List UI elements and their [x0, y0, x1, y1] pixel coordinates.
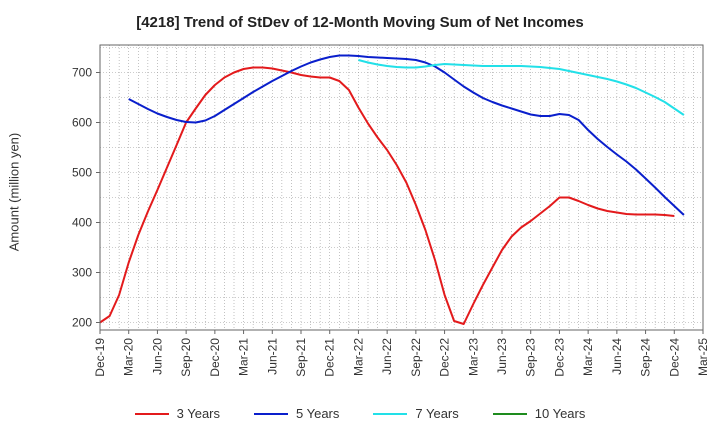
legend-item: 10 Years [492, 406, 586, 421]
legend-swatch [254, 412, 288, 415]
series-line-3-years [99, 66, 675, 325]
x-tick-label: Sep-24 [639, 338, 653, 377]
y-tick-label: 500 [72, 166, 92, 180]
legend-label: 10 Years [534, 406, 586, 421]
legend-label: 7 Years [415, 406, 459, 421]
y-tick-label: 200 [72, 316, 92, 330]
x-tick-label: Mar-24 [581, 338, 595, 376]
x-tick-label: Dec-23 [552, 338, 566, 377]
x-tick-label: Sep-21 [294, 338, 308, 377]
x-tick-label: Sep-22 [409, 338, 423, 377]
x-tick-label: Mar-21 [237, 338, 251, 376]
x-tick-label: Dec-22 [438, 338, 452, 377]
y-tick-label: 700 [72, 66, 92, 80]
y-tick-label: 400 [72, 216, 92, 230]
x-tick-label: Sep-23 [524, 338, 538, 377]
legend: 3 Years 5 Years 7 Years 10 Years [0, 406, 720, 421]
x-tick-label: Mar-25 [696, 338, 710, 376]
plot-frame [99, 44, 704, 331]
x-tick-label: Jun-20 [150, 338, 164, 375]
chart-title: [4218] Trend of StDev of 12-Month Moving… [136, 14, 584, 31]
y-tick-label: 600 [72, 116, 92, 130]
x-tick-label: Dec-19 [93, 338, 107, 377]
x-tick-label: Dec-21 [323, 338, 337, 377]
legend-item: 7 Years [373, 406, 459, 421]
legend-swatch [134, 412, 169, 415]
legend-item: 5 Years [254, 406, 339, 421]
series-line-7-years [358, 59, 685, 116]
plot-area: 200 300 400 500 600 700 Dec-19 Mar-20 Jun-20 Sep… [72, 44, 710, 377]
x-tick-label: Jun-22 [380, 338, 394, 375]
series-line-5-years [128, 54, 685, 216]
x-tick-label: Mar-22 [351, 338, 365, 376]
y-tick-label: 300 [72, 266, 92, 280]
x-tick-label: Mar-23 [466, 338, 480, 376]
legend-swatch [492, 412, 527, 415]
legend-label: 3 Years [176, 406, 220, 421]
x-tick-label: Jun-23 [495, 338, 509, 375]
x-tick-label: Dec-20 [208, 338, 222, 377]
legend-swatch [373, 412, 408, 415]
x-tick-label: Mar-20 [122, 338, 136, 376]
x-tick-label: Sep-20 [179, 338, 193, 377]
legend-label: 5 Years [296, 406, 340, 421]
legend-item: 3 Years [134, 406, 220, 421]
x-tick-label: Jun-24 [610, 338, 624, 375]
x-tick-label: Jun-21 [265, 338, 279, 375]
x-tick-label: Dec-24 [667, 338, 681, 377]
